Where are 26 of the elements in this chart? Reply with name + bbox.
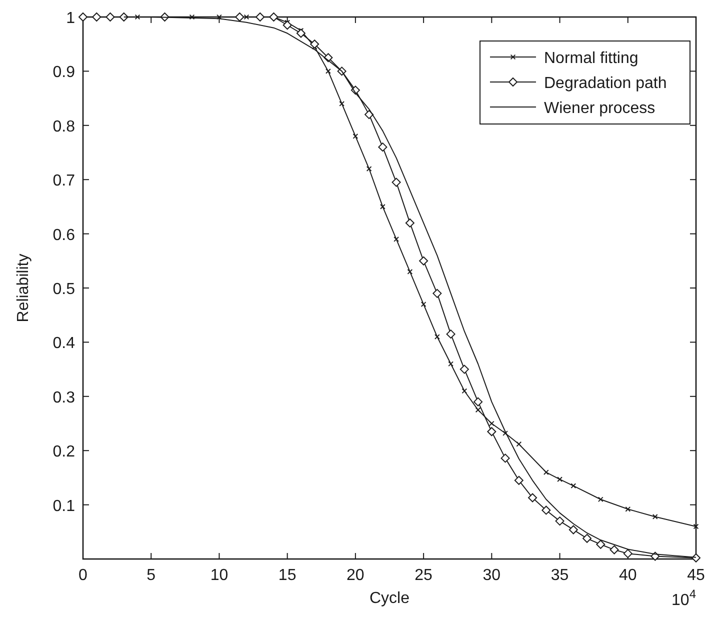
x-tick-label: 5 [146,567,156,584]
y-tick-label: 0.1 [52,498,76,515]
x-tick-label: 25 [414,567,433,584]
y-tick-label: 0.7 [52,172,76,190]
y-tick-label: 1 [66,10,76,27]
legend-label: Degradation path [544,75,667,92]
y-tick-label: 0.8 [52,118,76,136]
y-tick-label: 0.5 [52,281,76,298]
x-tick-label: 20 [346,567,364,584]
text: 10$^{4}$ [672,587,696,609]
y-tick-label: 0.2 [52,444,76,461]
x-tick-label: 15 [278,567,296,584]
y-tick-label: 0.6 [52,226,76,244]
y-tick-label: 0.4 [52,335,76,352]
y-tick-label: 0.9 [52,64,76,82]
y-tick-label: 0.3 [52,389,76,406]
x-tick-label: 30 [482,567,501,584]
legend-label: Normal fitting [544,50,638,67]
x-tick-label: 45 [687,567,705,584]
y-axis-title: Reliability [15,254,32,322]
x-axis-title: Cycle [369,590,410,607]
legend-label: Wiener process [544,100,656,117]
x-tick-label: 40 [618,567,637,584]
x-tick-label: 35 [550,567,569,584]
x-tick-label: 0 [78,567,88,584]
x-tick-label: 10 [210,567,228,584]
